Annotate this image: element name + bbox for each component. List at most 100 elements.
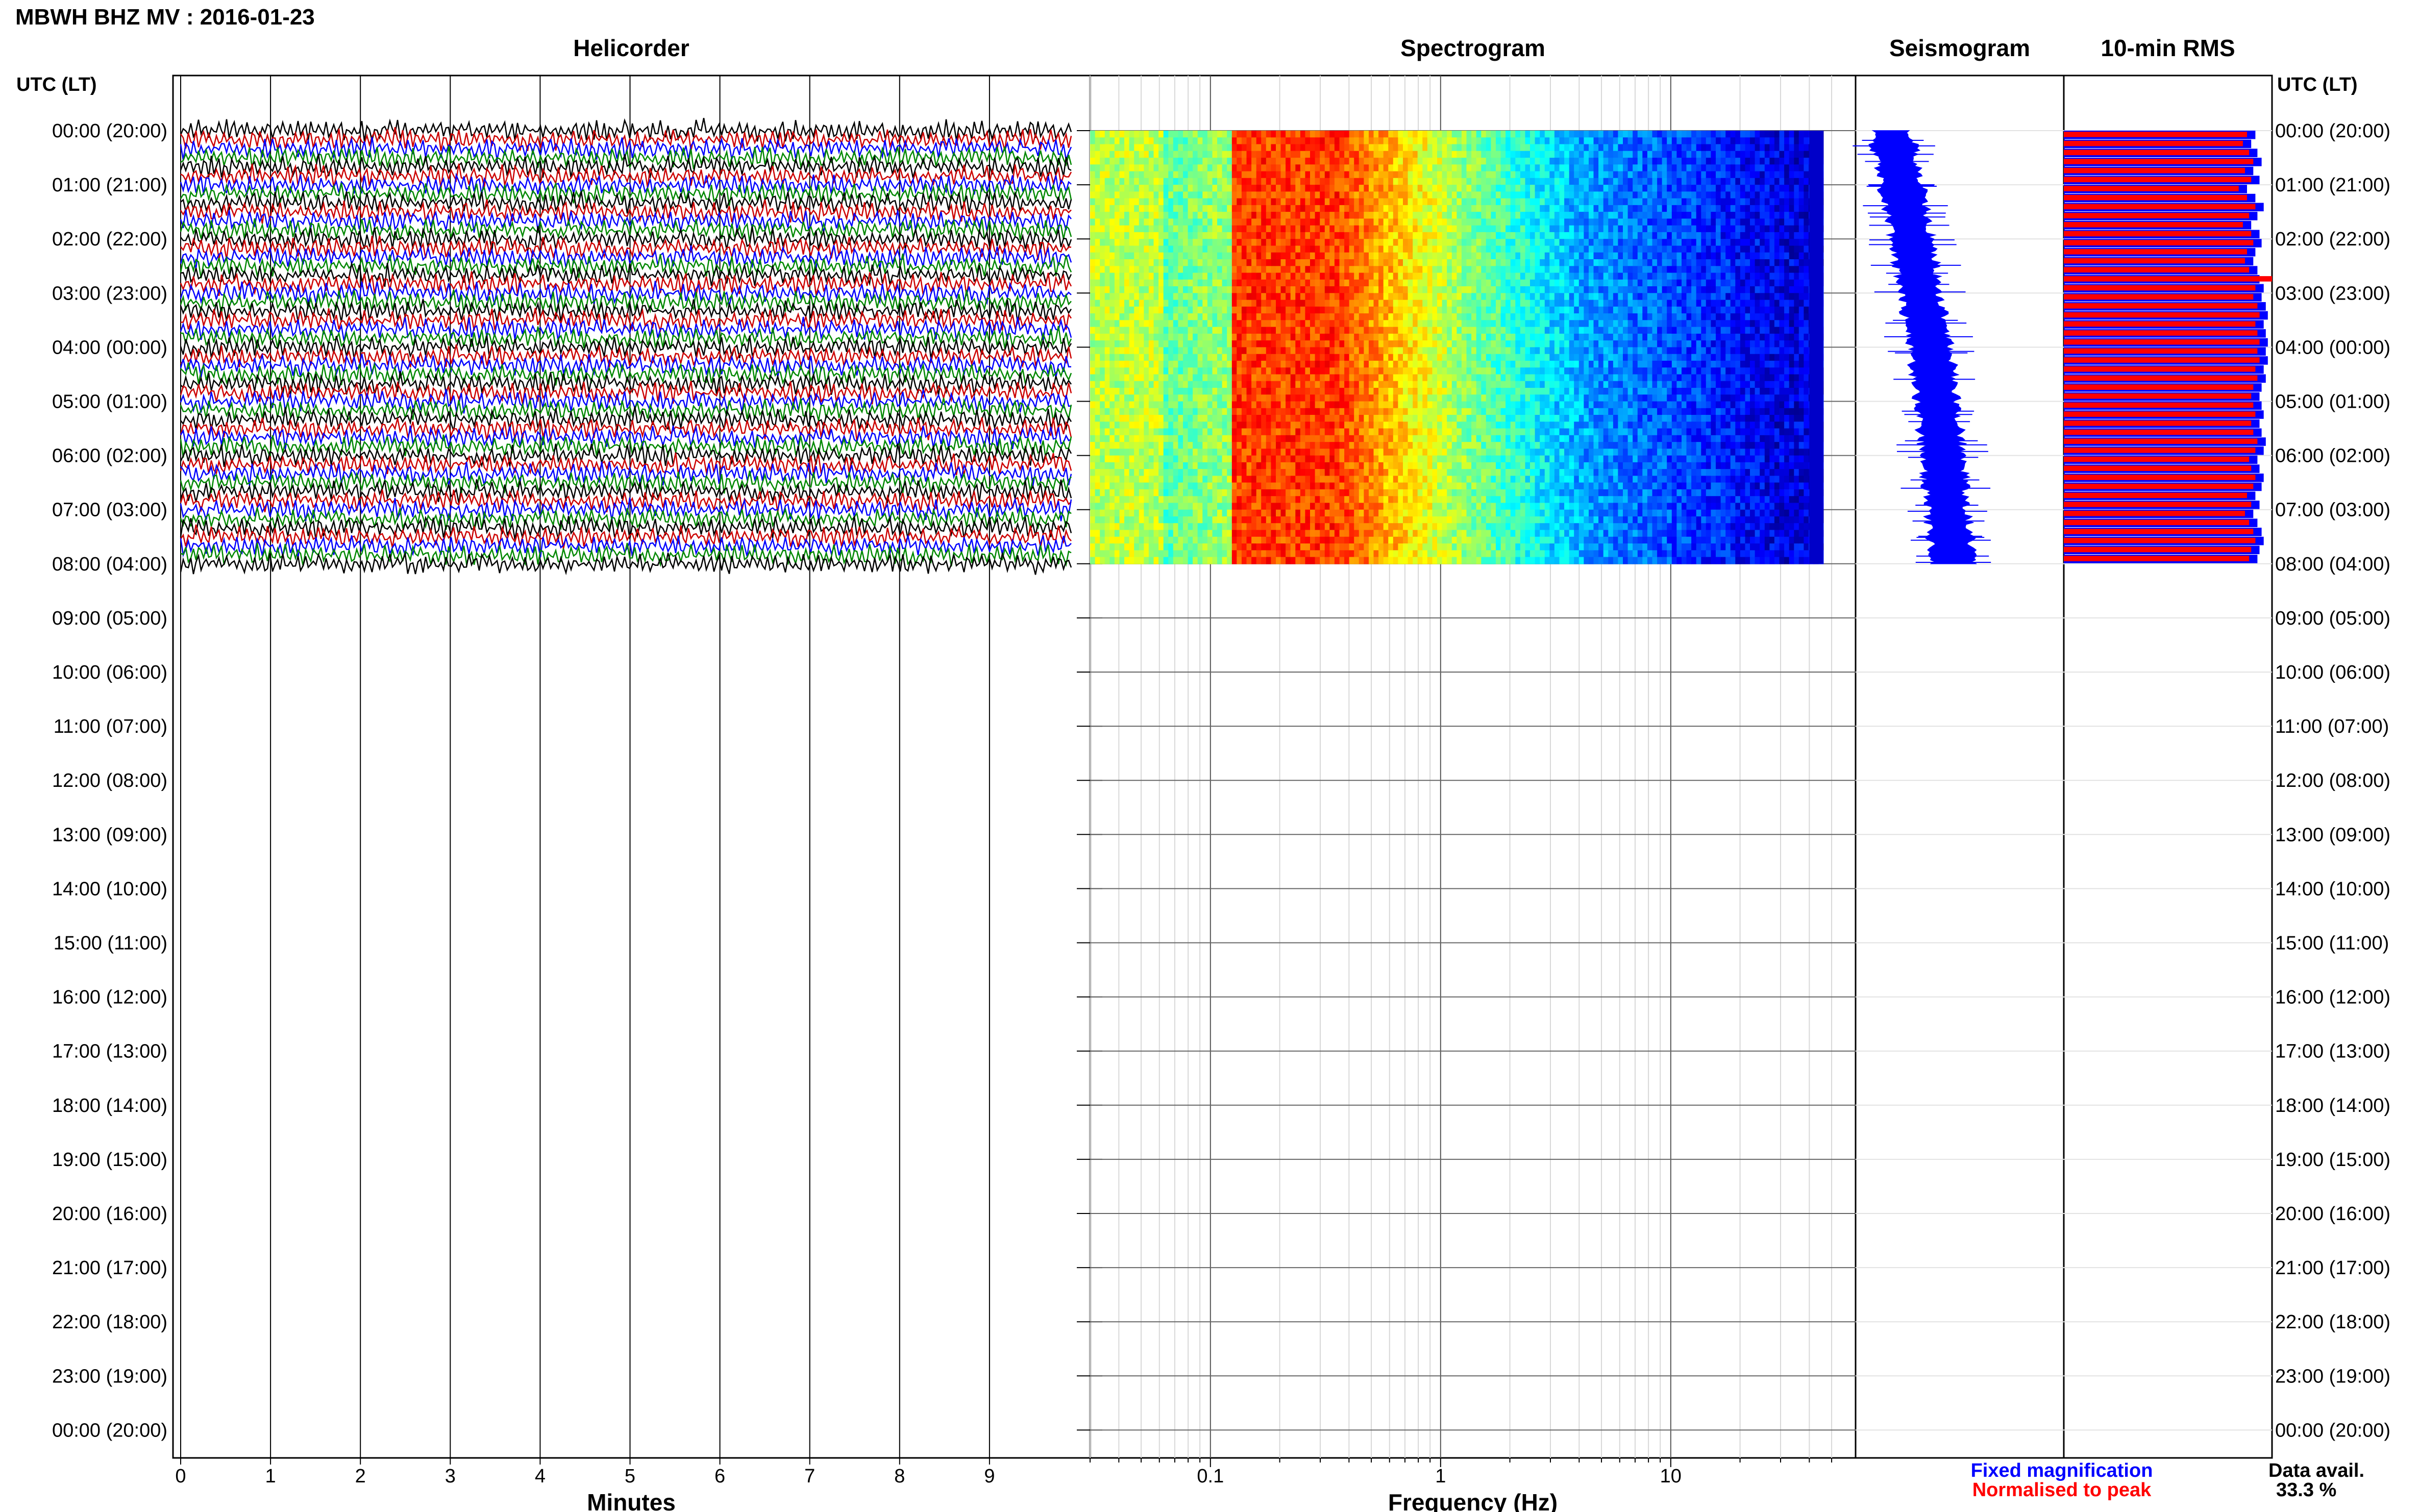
spectrogram-cell xyxy=(1393,259,1399,267)
spectrogram-cell xyxy=(1417,158,1423,165)
spectrogram-cell xyxy=(1276,232,1281,239)
spectrogram-cell xyxy=(1451,530,1458,537)
spectrogram-cell xyxy=(1364,191,1369,199)
spectrogram-cell xyxy=(1320,422,1325,429)
spectrogram-cell xyxy=(1134,482,1140,490)
spectrogram-cell xyxy=(1398,422,1403,429)
spectrogram-cell xyxy=(1168,300,1174,307)
spectrogram-cell xyxy=(1329,171,1335,179)
spectrogram-cell xyxy=(1432,151,1438,158)
spectrogram-cell xyxy=(1393,212,1399,219)
spectrogram-cell xyxy=(1359,259,1365,267)
spectrogram-cell xyxy=(1207,245,1213,253)
spectrogram-cell xyxy=(1266,185,1272,192)
spectrogram-cell xyxy=(1280,374,1286,382)
spectrogram-cell xyxy=(1427,212,1433,219)
spectrogram-cell xyxy=(1447,144,1452,152)
spectrogram-cell xyxy=(1246,333,1252,341)
spectrogram-cell xyxy=(1286,435,1291,442)
spectrogram-cell xyxy=(1320,442,1325,450)
spectrogram-cell xyxy=(1442,293,1447,301)
spectrogram-cell xyxy=(1276,408,1281,415)
spectrogram-cell xyxy=(1432,381,1438,388)
spectrogram-cell xyxy=(1090,367,1096,375)
spectrogram-cell xyxy=(1144,279,1149,287)
spectrogram-cell xyxy=(1256,171,1262,179)
spectrogram-cell xyxy=(1119,225,1125,233)
spectrogram-cell xyxy=(1354,503,1360,510)
spectrogram-cell xyxy=(1134,225,1140,233)
spectrogram-cell xyxy=(1290,225,1296,233)
spectrogram-cell xyxy=(1324,523,1330,531)
spectrogram-cell xyxy=(1109,496,1115,504)
spectrogram-cell xyxy=(1324,496,1330,504)
spectrogram-cell xyxy=(1183,252,1189,260)
spectrogram-cell xyxy=(1188,543,1193,551)
spectrogram-cell xyxy=(1359,286,1365,294)
spectrogram-cell xyxy=(1144,455,1149,463)
spectrogram-cell xyxy=(1295,374,1301,382)
spectrogram-cell xyxy=(1139,144,1145,152)
spectrogram-cell xyxy=(1134,347,1140,355)
spectrogram-cell xyxy=(1344,347,1350,355)
spectrogram-cell xyxy=(1349,557,1354,564)
spectrogram-cell xyxy=(1393,374,1399,382)
spectrogram-cell xyxy=(1344,178,1350,185)
spectrogram-cell xyxy=(1251,252,1257,260)
spectrogram-cell xyxy=(1100,131,1105,138)
spectrogram-cell xyxy=(1207,530,1213,537)
spectrogram-cell xyxy=(1305,232,1311,239)
spectrogram-cell xyxy=(1207,272,1213,280)
spectrogram-cell xyxy=(1398,320,1403,328)
spectrogram-cell xyxy=(1354,449,1360,456)
spectrogram-cell xyxy=(1427,144,1433,152)
spectrogram-cell xyxy=(1271,381,1276,388)
spectrogram-cell xyxy=(1276,151,1281,158)
spectrogram-cell xyxy=(1134,252,1140,260)
spectrogram-cell xyxy=(1442,306,1447,314)
spectrogram-cell xyxy=(1178,449,1183,456)
spectrogram-cell xyxy=(1432,394,1438,402)
spectrogram-cell xyxy=(1202,225,1208,233)
spectrogram-cell xyxy=(1339,272,1345,280)
spectrogram-cell xyxy=(1119,327,1125,334)
spectrogram-cell xyxy=(1104,428,1110,436)
spectrogram-cell xyxy=(1388,185,1394,192)
spectrogram-cell xyxy=(1417,313,1423,321)
spectrogram-cell xyxy=(1310,333,1316,341)
spectrogram-cell xyxy=(1451,225,1458,233)
spectrogram-cell xyxy=(1451,333,1458,341)
spectrogram-cell xyxy=(1320,266,1325,274)
spectrogram-cell xyxy=(1310,191,1316,199)
spectrogram-cell xyxy=(1163,333,1169,341)
spectrogram-cell xyxy=(1280,530,1286,537)
spectrogram-cell xyxy=(1378,408,1384,415)
spectrogram-cell xyxy=(1442,320,1447,328)
spectrogram-cell xyxy=(1403,530,1409,537)
spectrogram-cell xyxy=(1188,151,1193,158)
spectrogram-cell xyxy=(1369,455,1374,463)
spectrogram-cell xyxy=(1231,428,1238,436)
spectrogram-cell xyxy=(1417,550,1423,558)
spectrogram-cell xyxy=(1251,503,1257,510)
spectrogram-cell xyxy=(1207,401,1213,409)
spectrogram-cell xyxy=(1095,476,1100,483)
spectrogram-cell xyxy=(1432,462,1438,469)
spectrogram-cell xyxy=(1290,557,1296,564)
spectrogram-cell xyxy=(1129,503,1134,510)
spectrogram-cell xyxy=(1207,333,1213,341)
spectrogram-cell xyxy=(1188,252,1193,260)
spectrogram-cell xyxy=(1188,435,1193,442)
spectrogram-cell xyxy=(1417,239,1423,246)
spectrogram-cell xyxy=(1241,449,1247,456)
spectrogram-cell xyxy=(1310,462,1316,469)
spectrogram-cell xyxy=(1383,306,1389,314)
spectrogram-cell xyxy=(1231,144,1238,152)
spectrogram-cell xyxy=(1305,374,1311,382)
spectrogram-cell xyxy=(1320,394,1325,402)
spectrogram-cell xyxy=(1408,415,1413,423)
spectrogram-cell xyxy=(1349,388,1354,395)
spectrogram-cell xyxy=(1422,306,1428,314)
spectrogram-cell xyxy=(1359,198,1365,206)
spectrogram-cell xyxy=(1193,293,1198,301)
